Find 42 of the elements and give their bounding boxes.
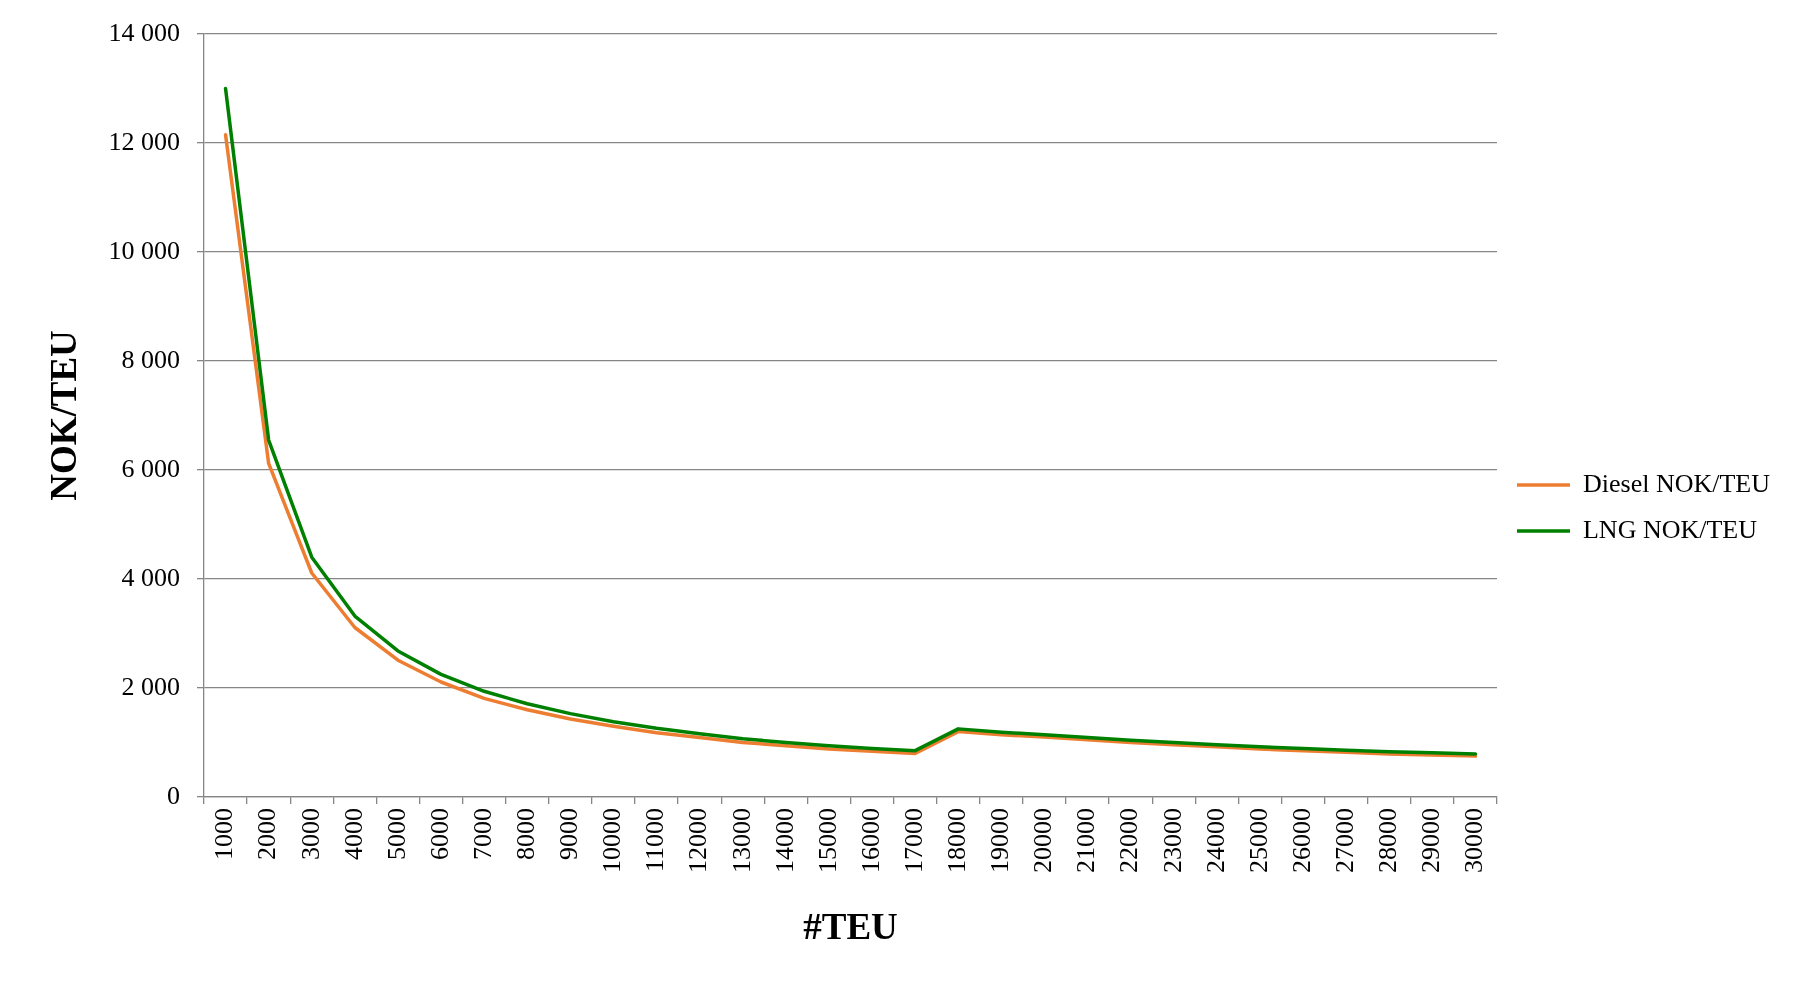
x-tick-label: 19000	[985, 808, 1015, 873]
y-tick-label: 4 000	[121, 562, 180, 592]
x-tick-label: 5000	[381, 808, 411, 860]
x-tick-label: 25000	[1243, 808, 1273, 873]
x-tick-label: 7000	[467, 808, 497, 860]
y-axis-title: NOK/TEU	[42, 330, 84, 501]
x-tick-label: 29000	[1416, 808, 1446, 873]
y-tick-label: 10 000	[108, 235, 180, 265]
x-tick-label: 28000	[1373, 808, 1403, 873]
x-tick-label: 17000	[898, 808, 928, 873]
x-tick-label: 26000	[1286, 808, 1316, 873]
x-tick-label: 27000	[1329, 808, 1359, 873]
x-tick-label: 6000	[424, 808, 454, 860]
x-tick-label: 15000	[812, 808, 842, 873]
x-tick-label: 12000	[683, 808, 713, 873]
legend-label: Diesel NOK/TEU	[1582, 468, 1771, 498]
x-tick-label: 11000	[640, 808, 670, 873]
x-tick-label: 22000	[1114, 808, 1144, 873]
x-tick-label: 24000	[1200, 808, 1230, 873]
y-tick-label: 14 000	[108, 17, 180, 47]
x-tick-label: 30000	[1459, 808, 1489, 873]
x-tick-label: 16000	[855, 808, 885, 873]
x-tick-label: 8000	[511, 808, 541, 860]
x-tick-label: 21000	[1071, 808, 1101, 873]
y-tick-label: 8 000	[121, 344, 180, 374]
x-tick-label: 1000	[209, 808, 239, 860]
x-axis-title: #TEU	[803, 906, 898, 948]
x-tick-label: 9000	[554, 808, 584, 860]
y-tick-label: 2 000	[121, 671, 180, 701]
x-tick-label: 2000	[252, 808, 282, 860]
x-tick-label: 3000	[295, 808, 325, 860]
x-tick-label: 10000	[597, 808, 627, 873]
x-tick-label: 23000	[1157, 808, 1187, 873]
x-tick-label: 18000	[942, 808, 972, 873]
legend-label: LNG NOK/TEU	[1582, 514, 1758, 544]
x-tick-label: 13000	[726, 808, 756, 873]
y-tick-label: 6 000	[121, 453, 180, 483]
x-tick-label: 14000	[769, 808, 799, 873]
y-tick-label: 12 000	[108, 126, 180, 156]
x-tick-label: 4000	[338, 808, 368, 860]
y-tick-label: 0	[167, 780, 180, 810]
x-tick-label: 20000	[1028, 808, 1058, 873]
